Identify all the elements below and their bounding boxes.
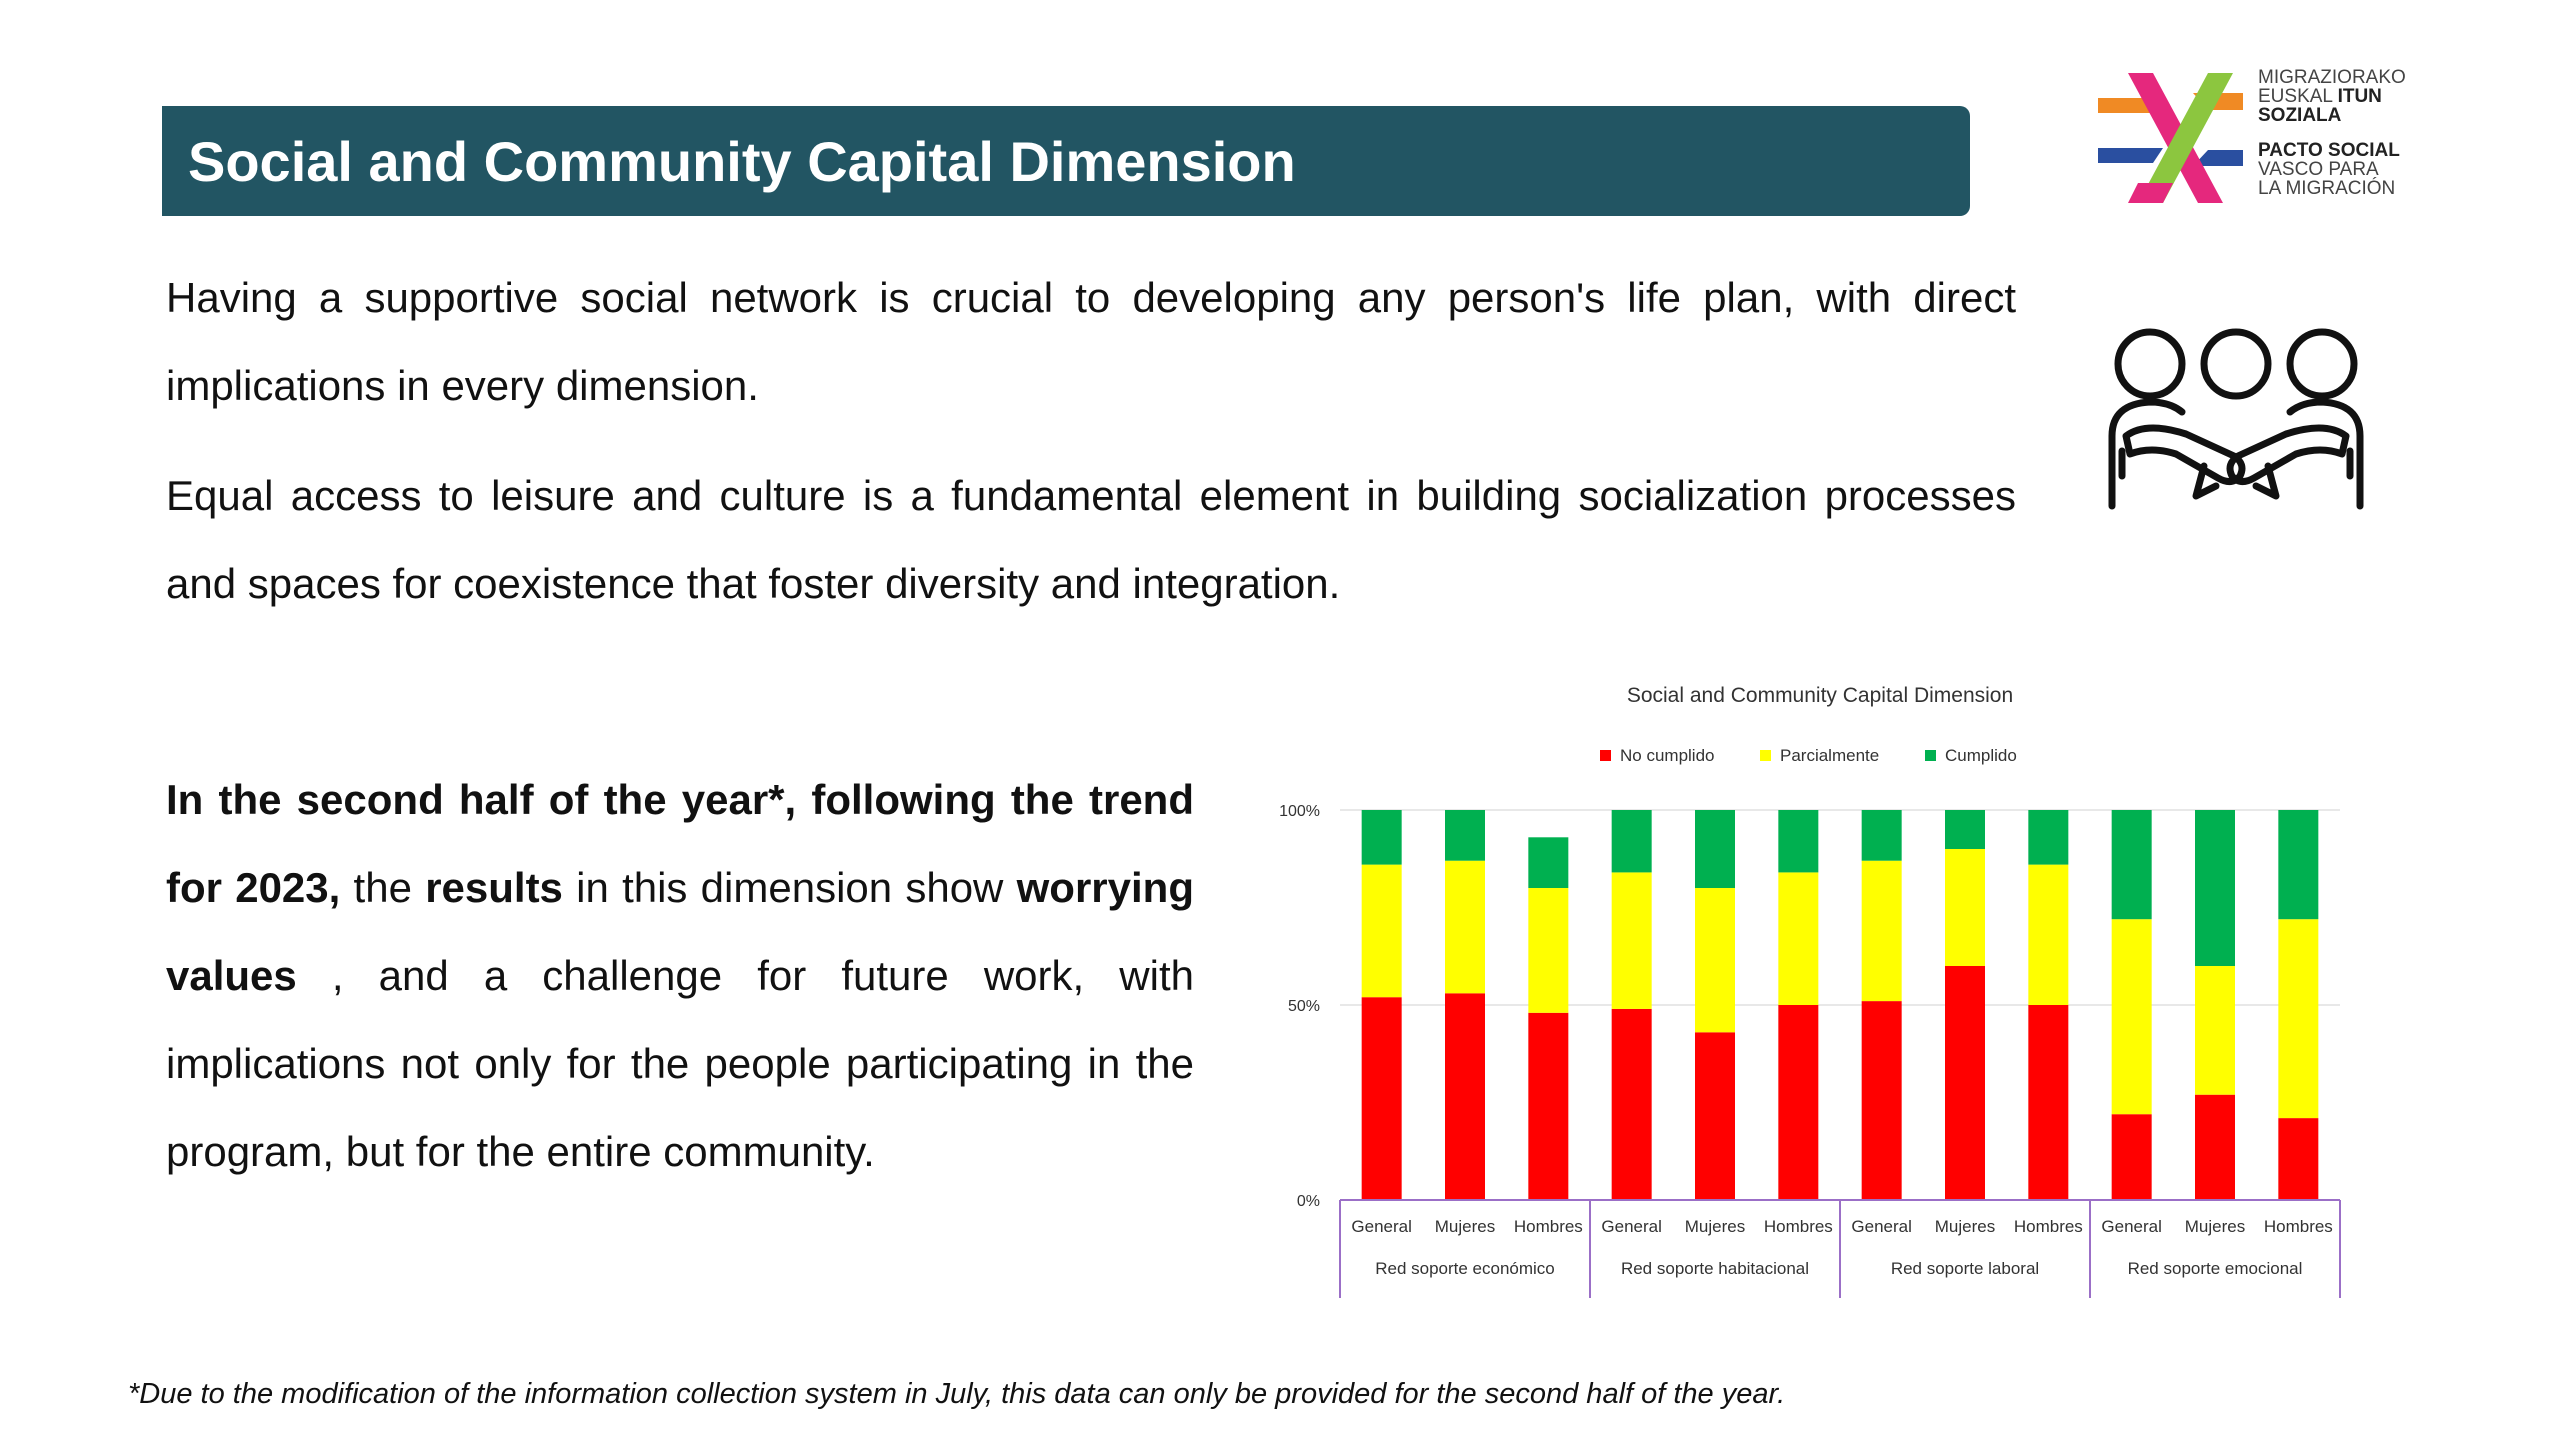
legend-swatch: [1760, 750, 1771, 761]
x-tick-label: Hombres: [1764, 1217, 1833, 1236]
bar-segment: [2111, 1114, 2152, 1200]
bar-segment: [1445, 993, 1485, 1200]
bar-segment: [2195, 810, 2235, 966]
x-tick-label: Hombres: [1514, 1217, 1583, 1236]
bar-segment: [1528, 837, 1569, 888]
legend-swatch: [1925, 750, 1936, 761]
bar-segment: [1361, 864, 1402, 998]
bar-segment: [1778, 1005, 1819, 1200]
x-tick-label: Hombres: [2014, 1217, 2083, 1236]
bar-segment: [1945, 849, 1985, 966]
bar-segment: [1445, 860, 1485, 994]
x-tick-label: General: [1351, 1217, 1411, 1236]
bar-segment: [2278, 1118, 2319, 1200]
bar-segment: [2195, 966, 2235, 1095]
bar-segment: [1611, 1008, 1652, 1200]
x-tick-label: Hombres: [2264, 1217, 2333, 1236]
group-label: Red soporte laboral: [1891, 1259, 2039, 1278]
bar-segment: [1861, 810, 1902, 861]
bar-segment: [1778, 810, 1819, 873]
bar-segment: [1528, 888, 1569, 1013]
bar-segment: [1695, 1032, 1735, 1200]
bar-segment: [2028, 810, 2069, 865]
bar-segment: [2195, 1094, 2235, 1200]
logo-wordmark: MIGRAZIORAKO EUSKAL ITUN SOZIALA PACTO S…: [2258, 67, 2406, 199]
x-tick-label: Mujeres: [2185, 1217, 2245, 1236]
title-bar: Social and Community Capital Dimension: [162, 106, 1970, 216]
legend-label: Cumplido: [1945, 746, 2017, 765]
pacto-social-logo: [2098, 73, 2243, 203]
intro-paragraph-2: Equal access to leisure and culture is a…: [166, 472, 2016, 607]
bar-segment: [2278, 810, 2319, 920]
footnote: *Due to the modification of the informat…: [128, 1378, 1786, 1410]
legend-label: No cumplido: [1620, 746, 1715, 765]
group-label: Red soporte económico: [1375, 1259, 1555, 1278]
y-tick-label: 50%: [1288, 998, 1320, 1015]
x-tick-label: General: [2101, 1217, 2161, 1236]
bar-segment: [1528, 1012, 1569, 1200]
bar-segment: [2278, 919, 2319, 1119]
chart-title: Social and Community Capital Dimension: [1627, 684, 2013, 707]
y-tick-label: 100%: [1279, 803, 1320, 820]
bar-segment: [1695, 810, 1735, 888]
bar-segment: [1861, 860, 1902, 1002]
bar-segment: [1861, 1001, 1902, 1200]
bar-segment: [1611, 810, 1652, 873]
bar-segment: [2028, 864, 2069, 1005]
bar-segment: [2028, 1005, 2069, 1200]
bar-segment: [1778, 872, 1819, 1005]
group-label: Red soporte emocional: [2128, 1259, 2303, 1278]
page-title: Social and Community Capital Dimension: [188, 129, 1296, 193]
y-tick-label: 0%: [1297, 1193, 1320, 1210]
legend-label: Parcialmente: [1780, 746, 1879, 765]
x-tick-label: Mujeres: [1935, 1217, 1995, 1236]
summary-paragraph: In the second half of the year*, followi…: [166, 776, 1194, 1175]
x-tick-label: General: [1601, 1217, 1661, 1236]
bar-segment: [1945, 810, 1985, 849]
x-tick-label: General: [1851, 1217, 1911, 1236]
bar-segment: [2111, 810, 2152, 920]
x-tick-label: Mujeres: [1435, 1217, 1495, 1236]
bar-segment: [1361, 997, 1402, 1200]
bar-segment: [1611, 872, 1652, 1009]
bar-segment: [1445, 810, 1485, 861]
intro-paragraph-1: Having a supportive social network is cr…: [166, 274, 2016, 409]
legend-swatch: [1600, 750, 1611, 761]
x-tick-label: Mujeres: [1685, 1217, 1745, 1236]
bar-segment: [2111, 919, 2152, 1115]
bar-segment: [1361, 810, 1402, 865]
bar-segment: [1945, 966, 1985, 1200]
people-embracing-icon: [2108, 328, 2364, 510]
stacked-bar-chart: Social and Community Capital Dimension No…: [1279, 684, 2341, 1298]
bar-segment: [1695, 888, 1735, 1033]
group-label: Red soporte habitacional: [1621, 1259, 1809, 1278]
